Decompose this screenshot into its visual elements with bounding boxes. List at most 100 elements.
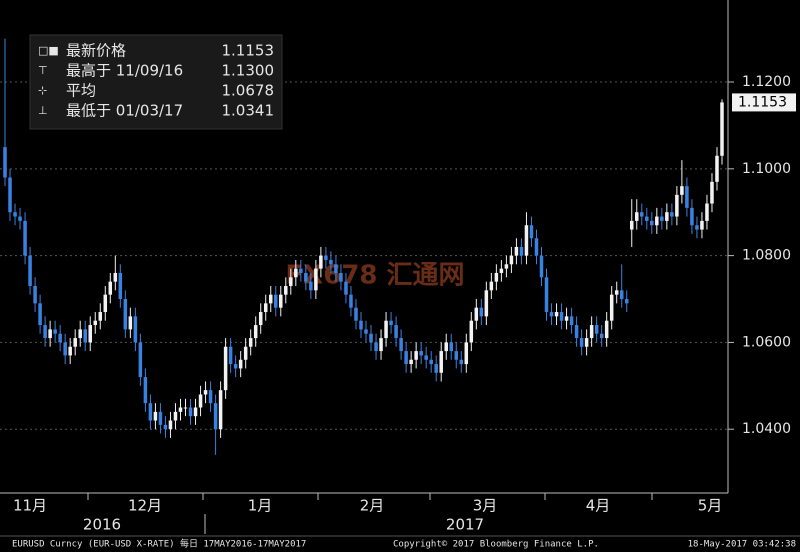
candle-body [248,338,253,347]
candle-body [58,333,62,343]
candle-body [113,272,118,282]
legend-value: 1.0341 [222,102,275,120]
candle-body [384,320,388,339]
candle-body [619,290,624,300]
candle-body [203,390,208,395]
candle-body [579,338,584,347]
candle-body [660,216,664,221]
candle-body [198,394,203,408]
legend-box [29,34,283,130]
candle-body [715,155,719,182]
candle-body [314,268,318,291]
candle-body [459,359,464,365]
legend-marker: ⊹ [38,84,47,97]
footer-right: 18-May-2017 03:42:38 [688,540,796,550]
x-tick-label: 4月 [586,497,611,515]
candle-body [108,281,113,295]
candle-body [670,212,674,217]
footer-center: Copyright© 2017 Bloomberg Finance L.P. [393,540,599,550]
candle-body [178,407,183,412]
candle-body [604,320,609,339]
last-price-box [732,93,796,112]
candle-body [629,220,634,230]
candle-body [695,225,699,230]
candle-body [574,325,579,339]
candle-body [28,255,32,286]
candle-body [309,281,313,291]
candle-body [18,216,22,221]
candle-body [253,325,258,339]
candle-body [68,346,72,356]
candle-body [509,255,514,265]
x-tick-label: 2月 [360,497,385,515]
year-label: 2016 [83,516,121,534]
candle-body [153,411,158,421]
candle-body [469,320,474,343]
candle-body [33,285,37,304]
candle-body [529,225,534,239]
candle-body [274,294,278,308]
candle-body [374,342,378,352]
candle-body [118,272,123,300]
candle-body [399,338,403,352]
candle-body [514,246,519,256]
candle-body [434,364,438,373]
candle-body [103,294,108,313]
candle-body [609,294,614,321]
candle-body [289,277,293,286]
candle-body [3,147,7,178]
candle-body [564,316,569,321]
candle-body [519,246,524,256]
candle-body [419,351,423,356]
y-tick-label: 1.0800 [742,248,791,264]
candle-body [63,342,67,356]
candle-body [635,212,639,221]
candle-body [359,320,363,330]
candle-body [534,238,539,256]
candle-body [394,325,398,339]
candle-body [624,299,629,304]
candle-body [279,294,283,308]
candle-body [720,102,724,156]
candle-body [489,281,494,291]
candles [3,38,724,455]
candle-body [474,307,479,321]
legend-value: 1.1300 [222,62,275,80]
candle-body [218,390,223,430]
legend-value: 1.0678 [222,82,275,100]
candle-body [665,212,669,221]
footer-left: EURUSD Curncy (EUR-USD X-RATE) 每日 17MAY2… [12,538,306,550]
legend-label: 平均 [66,82,96,100]
candle-body [128,316,133,330]
candle-body [188,407,193,417]
candle-body [364,329,368,334]
candle-body [454,351,459,360]
candle-body [344,281,348,295]
candle-body [38,303,42,326]
candle-body [389,320,393,326]
candle-body [645,216,649,221]
candle-body [183,407,188,409]
x-tick-label: 5月 [698,497,723,515]
candle-body [168,420,173,430]
x-tick-label: 1月 [248,497,273,515]
candle-body [258,312,263,326]
candle-body [444,342,448,352]
candle-body [484,290,489,317]
candle-body [93,320,98,326]
x-tick-label: 11月 [13,497,47,515]
year-label: 2017 [446,516,484,534]
candle-body [163,424,168,430]
candle-body [479,307,484,317]
candle-body [8,177,12,213]
x-tick-label: 12月 [128,497,162,515]
candle-body [233,364,238,369]
y-tick-label: 1.0400 [742,421,791,437]
candle-body [690,207,694,226]
candle-body [23,220,27,256]
candle-body [208,390,213,404]
candle-body [284,285,288,295]
candle-body [228,346,233,365]
candle-body [675,194,679,217]
last-price-label: 1.1153 [738,94,787,110]
